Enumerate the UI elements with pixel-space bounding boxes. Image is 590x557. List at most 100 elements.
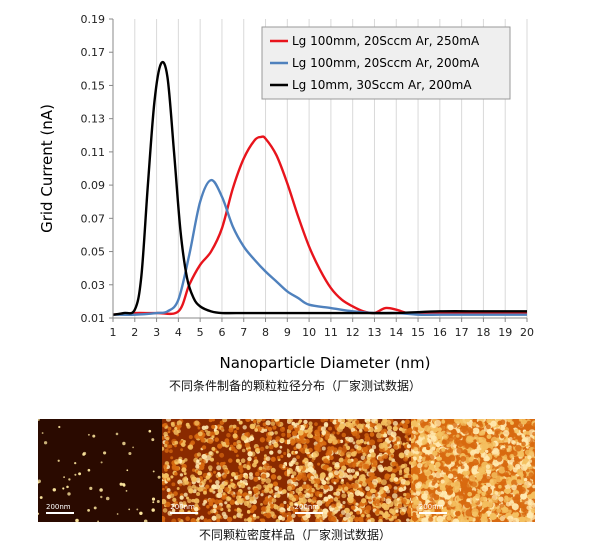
afm-particle bbox=[325, 480, 330, 485]
afm-particle bbox=[291, 497, 296, 502]
scale-bar-label: 200nm bbox=[170, 503, 195, 511]
afm-particle bbox=[222, 419, 228, 423]
afm-particle bbox=[455, 434, 460, 438]
afm-particle bbox=[511, 503, 519, 511]
afm-particle bbox=[472, 419, 476, 423]
afm-particle bbox=[191, 476, 197, 483]
afm-particle bbox=[441, 419, 445, 424]
afm-particle bbox=[197, 486, 203, 492]
afm-particle bbox=[509, 428, 515, 433]
afm-particle bbox=[87, 509, 90, 512]
afm-particle bbox=[343, 443, 348, 447]
afm-particle bbox=[281, 432, 286, 437]
afm-particle bbox=[319, 419, 325, 423]
afm-particle bbox=[354, 489, 361, 497]
afm-particle bbox=[523, 477, 528, 482]
afm-particle bbox=[270, 421, 276, 426]
afm-particle bbox=[415, 491, 421, 496]
afm-particle bbox=[436, 506, 441, 512]
afm-particle bbox=[424, 469, 431, 477]
afm-particle bbox=[390, 454, 394, 458]
afm-particle bbox=[480, 515, 487, 522]
afm-particle bbox=[468, 516, 474, 522]
afm-particle bbox=[168, 444, 173, 449]
afm-particle bbox=[499, 503, 504, 508]
afm-particle bbox=[173, 491, 179, 496]
afm-particle bbox=[412, 456, 417, 461]
afm-particle bbox=[246, 465, 251, 470]
afm-particle bbox=[174, 459, 180, 465]
afm-particle bbox=[414, 482, 421, 489]
afm-particle bbox=[241, 435, 247, 441]
afm-particle bbox=[453, 481, 461, 488]
afm-particle bbox=[326, 451, 331, 455]
afm-particle bbox=[179, 483, 183, 487]
afm-particle bbox=[244, 475, 249, 480]
afm-particle bbox=[533, 473, 535, 478]
afm-particle bbox=[440, 479, 445, 484]
afm-particle bbox=[301, 459, 305, 463]
afm-particle bbox=[406, 427, 411, 433]
afm-particle bbox=[236, 443, 242, 450]
afm-particle bbox=[481, 485, 488, 492]
afm-particle bbox=[516, 465, 521, 470]
afm-particle bbox=[233, 441, 238, 446]
afm-particle bbox=[306, 498, 312, 503]
afm-particle bbox=[475, 436, 482, 443]
afm-particle bbox=[500, 425, 505, 431]
afm-particle bbox=[265, 512, 272, 519]
afm-particle bbox=[249, 475, 254, 480]
afm-particle bbox=[87, 433, 90, 436]
afm-particle bbox=[440, 425, 445, 431]
afm-particle bbox=[346, 468, 350, 473]
afm-particle bbox=[481, 474, 487, 480]
afm-particle bbox=[302, 515, 308, 521]
afm-particle bbox=[240, 483, 246, 489]
afm-particle bbox=[506, 480, 510, 485]
afm-particle bbox=[238, 462, 242, 466]
afm-particle bbox=[356, 423, 363, 430]
scale-bar-label: 200nm bbox=[46, 503, 71, 511]
afm-particle bbox=[511, 511, 519, 519]
afm-particle bbox=[43, 441, 48, 445]
afm-particle bbox=[218, 477, 222, 481]
afm-particle bbox=[371, 472, 375, 477]
afm-particle bbox=[247, 486, 251, 490]
afm-particle bbox=[365, 491, 372, 497]
afm-particle bbox=[368, 426, 374, 433]
afm-particle bbox=[454, 506, 460, 512]
afm-particle bbox=[370, 466, 376, 472]
afm-particle bbox=[417, 448, 421, 452]
afm-particle bbox=[240, 479, 243, 483]
afm-particle bbox=[378, 452, 382, 457]
afm-particle bbox=[198, 431, 203, 437]
afm-particle bbox=[390, 431, 397, 438]
afm-particle bbox=[412, 512, 416, 516]
afm-particle bbox=[400, 464, 405, 469]
afm-particle bbox=[529, 450, 535, 456]
y-tick-label: 0.11 bbox=[81, 146, 106, 159]
afm-particle bbox=[489, 441, 496, 448]
afm-particle bbox=[164, 448, 170, 453]
afm-particle bbox=[323, 423, 328, 428]
afm-particle bbox=[385, 498, 391, 504]
afm-particle bbox=[279, 507, 285, 513]
afm-particle bbox=[211, 515, 217, 521]
afm-particle bbox=[486, 434, 492, 439]
afm-particle bbox=[303, 490, 307, 494]
afm-background bbox=[38, 419, 163, 522]
afm-particle bbox=[207, 518, 212, 522]
afm-particle bbox=[286, 512, 291, 517]
afm-particle bbox=[447, 473, 454, 479]
afm-particle bbox=[524, 449, 531, 456]
afm-particle bbox=[370, 485, 374, 490]
afm-image-low-density: 200nm bbox=[38, 419, 163, 522]
afm-particle bbox=[382, 454, 388, 459]
afm-particle bbox=[394, 463, 399, 467]
y-tick-label: 0.13 bbox=[81, 113, 106, 126]
afm-particle bbox=[453, 419, 461, 424]
afm-particle bbox=[89, 486, 93, 490]
afm-particle bbox=[456, 439, 464, 448]
afm-particle bbox=[181, 467, 187, 473]
afm-particle bbox=[229, 499, 236, 505]
